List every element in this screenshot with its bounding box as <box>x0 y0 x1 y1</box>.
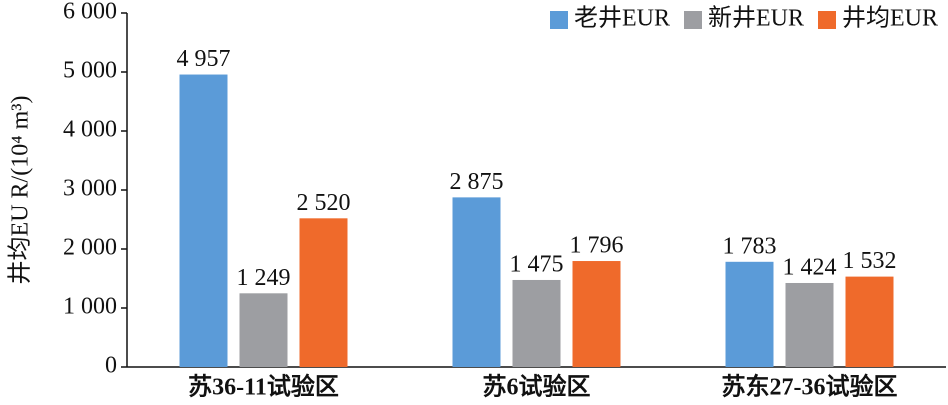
y-tick-label: 5 000 <box>63 58 117 84</box>
legend-label: 井均EUR <box>842 5 938 32</box>
value-label: 1 532 <box>843 248 897 274</box>
value-label: 1 796 <box>570 233 624 259</box>
x-tick-label: 苏东27-36试验区 <box>722 373 898 401</box>
legend-label: 老井EUR <box>574 5 670 32</box>
x-tick-label: 苏36-11试验区 <box>188 373 339 401</box>
bar <box>452 197 501 367</box>
value-label: 2 875 <box>450 169 504 195</box>
value-label: 2 520 <box>297 190 351 216</box>
y-tick-label: 3 000 <box>63 176 117 202</box>
bar <box>725 261 774 367</box>
y-tick-label: 0 <box>105 353 117 379</box>
legend-swatch <box>684 11 702 29</box>
value-label: 1 783 <box>723 233 777 259</box>
legend-label: 新井EUR <box>708 5 804 32</box>
y-tick-label: 2 000 <box>63 235 117 261</box>
y-tick-label: 6 000 <box>63 0 117 25</box>
bar <box>785 282 834 367</box>
bar <box>239 293 288 367</box>
x-tick-label: 苏6试验区 <box>483 373 591 401</box>
value-label: 4 957 <box>177 46 231 72</box>
value-label: 1 475 <box>510 251 564 277</box>
value-label: 1 424 <box>783 254 837 280</box>
bar <box>179 74 228 368</box>
legend-swatch <box>550 11 568 29</box>
bar <box>845 276 894 367</box>
y-axis-label: 井均EU R/(10⁴ m³) <box>7 96 34 285</box>
value-label: 1 249 <box>237 265 291 291</box>
bar <box>299 218 348 367</box>
legend-swatch <box>818 11 836 29</box>
bar <box>572 261 621 367</box>
bar <box>512 279 561 367</box>
y-tick-label: 4 000 <box>63 117 117 143</box>
y-tick-label: 1 000 <box>63 294 117 320</box>
